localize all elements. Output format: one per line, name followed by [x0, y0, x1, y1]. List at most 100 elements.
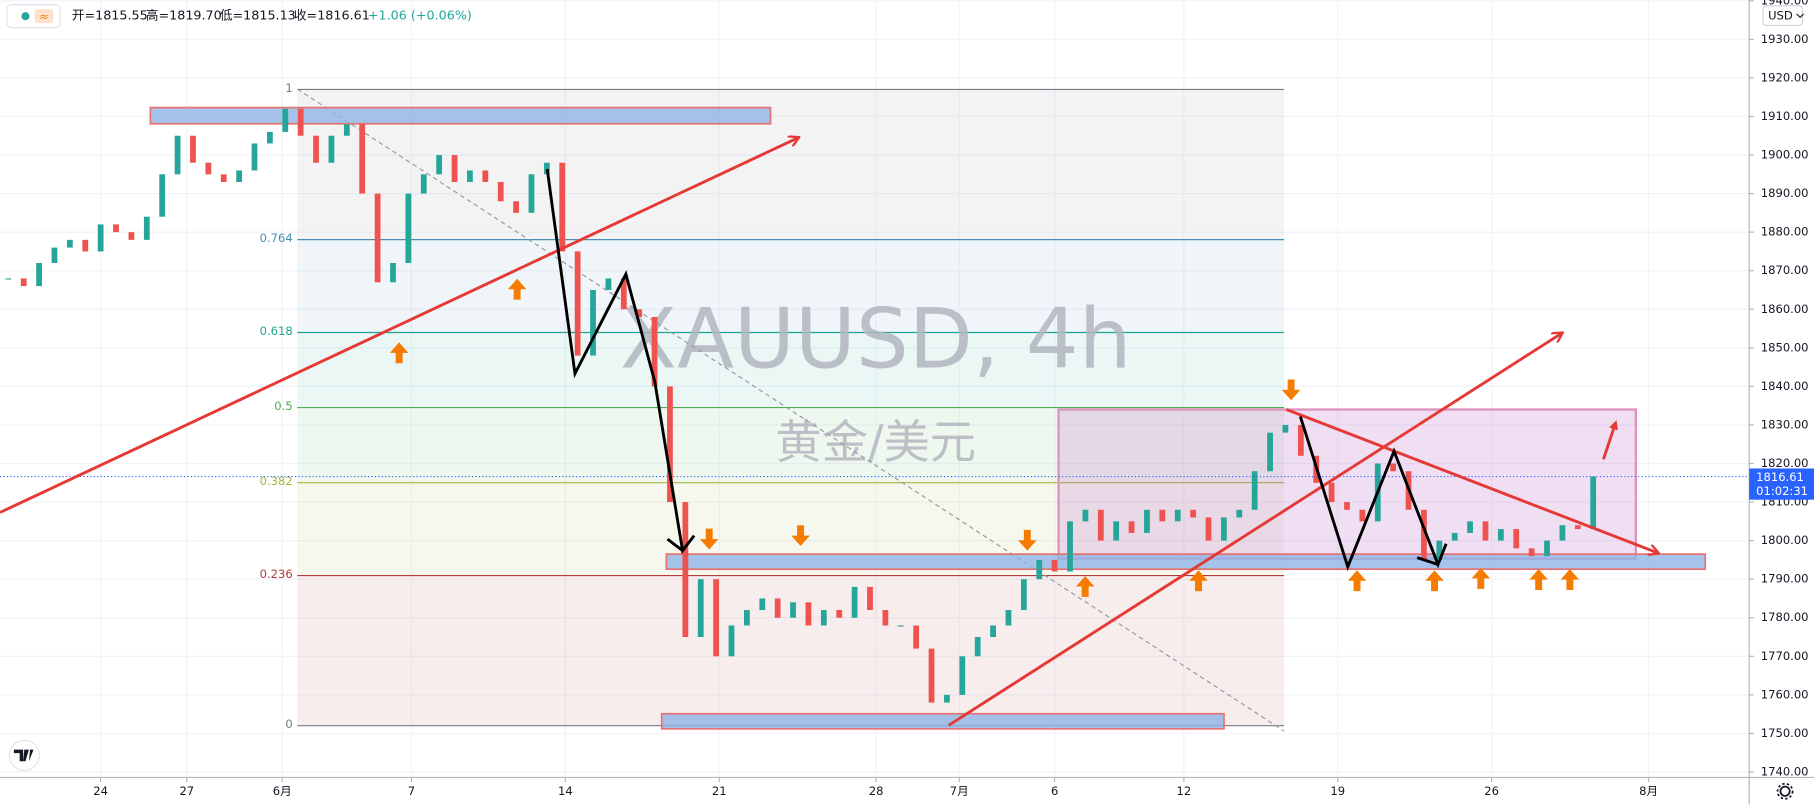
currency-label[interactable]: USD [1768, 9, 1793, 23]
header: ≈ 开=1815.55 高=1819.70 低=1815.13 收=1816.6… [6, 4, 472, 29]
candle [328, 135, 335, 163]
candle [1282, 424, 1289, 433]
candle [697, 579, 704, 638]
candle [1221, 517, 1227, 541]
fib-zone [297, 407, 1285, 483]
y-tick-label: 1790.00 [1761, 572, 1809, 586]
candle [1128, 521, 1135, 533]
header-change: +1.06 (+0.06%) [368, 8, 472, 23]
fib-label: 0.382 [260, 474, 293, 488]
header-close: 收=1816.61 [294, 8, 370, 23]
fib-label: 0.236 [260, 567, 293, 581]
y-tick-label: 1800.00 [1761, 533, 1809, 547]
candle [1574, 525, 1581, 530]
candle [128, 232, 135, 240]
candle [1497, 529, 1504, 541]
candle [1144, 509, 1150, 533]
y-tick-label: 1900.00 [1761, 148, 1809, 162]
watermark-title: XAUUSD, 4h [620, 291, 1132, 388]
candle [282, 108, 289, 132]
candle [651, 316, 658, 387]
down-marker [699, 528, 719, 550]
candle [451, 155, 458, 183]
y-tick-label: 1780.00 [1761, 610, 1809, 624]
candle [605, 278, 612, 290]
up-marker [1529, 569, 1548, 590]
market-open-dot [21, 12, 30, 21]
candle [990, 625, 996, 638]
candle [36, 262, 42, 287]
candle [682, 502, 689, 638]
candle [1344, 502, 1350, 510]
candle [1205, 517, 1212, 541]
candle [1190, 509, 1197, 518]
candle [636, 309, 643, 317]
wave-line [1298, 416, 1448, 572]
candle [205, 162, 212, 175]
candle [97, 224, 104, 252]
x-tick-label: 7月 [950, 784, 969, 798]
candle [851, 586, 858, 618]
header-high: 高=1819.70 [146, 8, 222, 23]
trend-arrow [1285, 408, 1657, 553]
y-tick-label: 1850.00 [1761, 340, 1809, 354]
candle [236, 170, 243, 183]
candle [159, 174, 166, 217]
candle [913, 625, 920, 649]
fib-label: 0.5 [274, 399, 292, 413]
y-tick-label: 1910.00 [1761, 109, 1809, 123]
candle [113, 224, 119, 233]
candle [51, 247, 58, 263]
candle [1082, 509, 1089, 522]
trend-arrow [947, 333, 1562, 727]
candle [1236, 509, 1243, 518]
candle [359, 124, 366, 194]
candle [959, 656, 966, 695]
support-zone [665, 553, 1707, 571]
candle [1251, 471, 1258, 510]
price-axis [1749, 0, 1814, 804]
candle [1174, 509, 1181, 522]
candle [1451, 532, 1458, 541]
candle [1097, 509, 1104, 541]
candle [1544, 540, 1550, 557]
candle [220, 174, 227, 183]
logo-mark [13, 749, 34, 762]
delay-icon: ≈ [39, 9, 49, 23]
candle [467, 170, 473, 183]
candle [1267, 432, 1273, 472]
x-tick-label: 8月 [1639, 784, 1658, 798]
candle [390, 262, 396, 283]
candle [805, 602, 812, 626]
candle [436, 155, 443, 175]
up-arrow [1602, 420, 1618, 460]
last-price-label: 1816.61 [1756, 470, 1804, 484]
fib-label: 1 [285, 81, 292, 95]
settings-button[interactable] [1776, 782, 1794, 800]
candle [82, 239, 89, 252]
fib-label: 0 [285, 717, 292, 731]
candle [790, 602, 796, 618]
y-tick-label: 1740.00 [1761, 764, 1809, 778]
y-tick-label: 1750.00 [1761, 726, 1809, 740]
wave-line [545, 168, 696, 555]
y-tick-label: 1770.00 [1761, 649, 1809, 663]
candle [513, 201, 519, 213]
candle [543, 162, 550, 175]
candle [728, 625, 735, 657]
candle [313, 135, 319, 163]
up-marker [507, 278, 527, 300]
candle [559, 162, 566, 252]
candle [759, 598, 766, 611]
candle [1159, 509, 1166, 522]
candle [1482, 521, 1489, 541]
x-tick-label: 21 [712, 784, 727, 798]
y-tick-label: 1860.00 [1761, 302, 1809, 316]
candle [420, 174, 427, 194]
currency-caret [1796, 13, 1804, 19]
candle [343, 124, 350, 136]
tv-logo[interactable] [8, 739, 40, 772]
y-tick-label: 1940.00 [1761, 0, 1809, 7]
candle [1113, 521, 1120, 541]
candle [482, 170, 489, 183]
